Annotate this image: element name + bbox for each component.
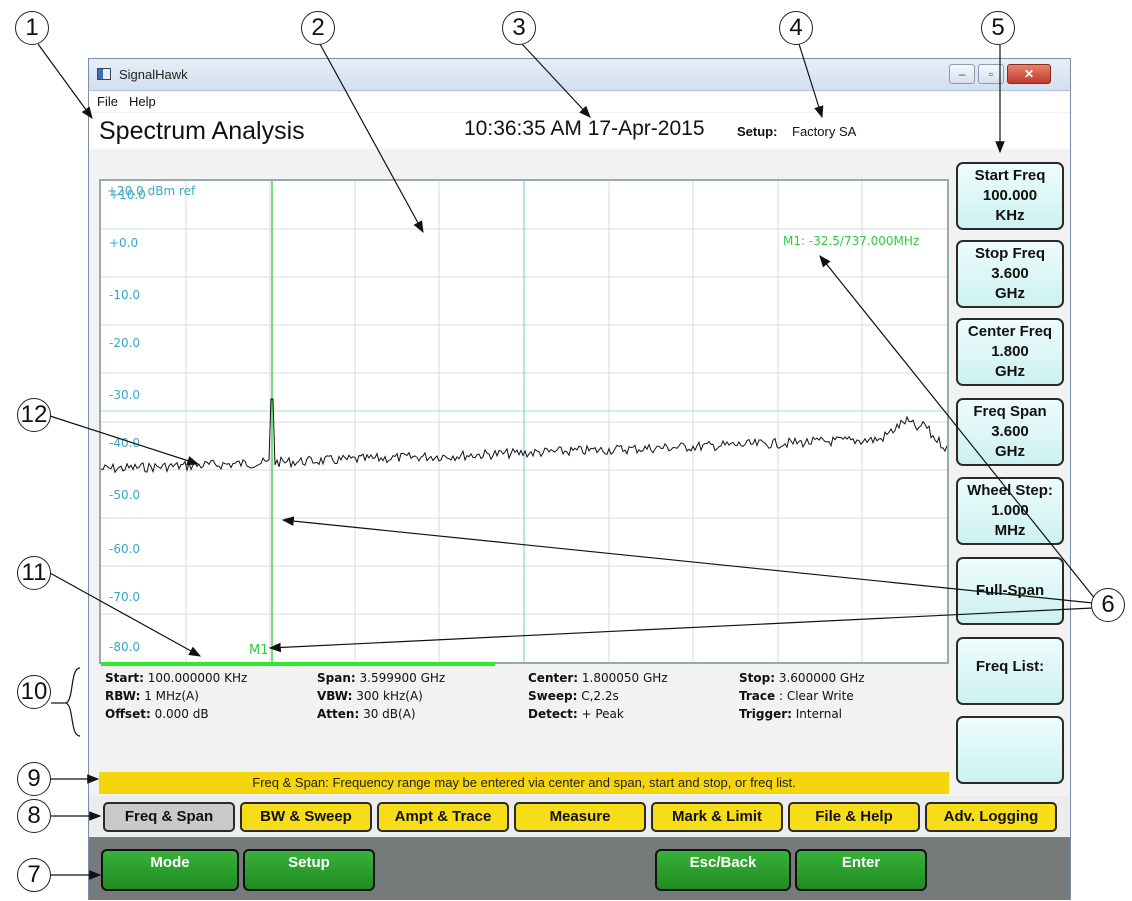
callout-9: 9 bbox=[17, 762, 51, 796]
callout-7: 7 bbox=[17, 858, 51, 892]
y-tick-label: -60.0 bbox=[109, 542, 140, 556]
y-tick-label: -80.0 bbox=[109, 640, 140, 654]
y-tick-label: +0.0 bbox=[109, 236, 138, 250]
clock: 10:36:35 AM 17-Apr-2015 bbox=[464, 117, 705, 140]
callout-12: 12 bbox=[17, 398, 51, 432]
full-span-softkey[interactable]: Full-Span bbox=[956, 557, 1064, 625]
y-axis-labels: +10.0 +0.0 -10.0 -20.0 -30.0 -40.0 -50.0 -60.0 -… bbox=[109, 188, 146, 654]
title-bar[interactable]: SignalHawk – ▫ ✕ bbox=[89, 59, 1070, 91]
setup-value: Factory SA bbox=[792, 124, 857, 139]
action-button-row: Mode Setup Esc/Back Enter bbox=[89, 837, 1070, 900]
app-window-icon bbox=[97, 68, 111, 80]
stop-freq-softkey[interactable]: Stop Freq 3.600 GHz bbox=[956, 240, 1064, 308]
menu-bar: File Help bbox=[89, 92, 1070, 112]
y-tick-label: -30.0 bbox=[109, 388, 140, 402]
maximize-icon[interactable]: ▫ bbox=[978, 64, 1004, 84]
freq-list-softkey[interactable]: Freq List: bbox=[956, 637, 1064, 705]
function-tab-row: Freq & Span BW & Sweep Ampt & Trace Meas… bbox=[89, 796, 1070, 836]
tab-adv-logging[interactable]: Adv. Logging bbox=[925, 802, 1057, 832]
mode-title: Spectrum Analysis bbox=[99, 117, 305, 145]
esc-back-button[interactable]: Esc/Back bbox=[655, 849, 791, 891]
tab-bw-sweep[interactable]: BW & Sweep bbox=[240, 802, 372, 832]
y-tick-label: -40.0 bbox=[109, 436, 140, 450]
callout-5: 5 bbox=[981, 11, 1015, 45]
atten-info: Atten: 30 dB(A) bbox=[317, 707, 416, 721]
menu-file[interactable]: File bbox=[97, 94, 118, 109]
freq-span-softkey[interactable]: Freq Span 3.600 GHz bbox=[956, 398, 1064, 466]
header-bar: Spectrum Analysis 10:36:35 AM 17-Apr-201… bbox=[89, 113, 1070, 149]
plot-canvas: +10.0 +0.0 -10.0 -20.0 -30.0 -40.0 -50.0 -60.0 -… bbox=[101, 181, 947, 662]
callout-2: 2 bbox=[301, 11, 335, 45]
marker-readout: M1: -32.5/737.000MHz bbox=[783, 234, 920, 248]
rbw-info: RBW: 1 MHz(A) bbox=[105, 689, 199, 703]
tab-freq-span[interactable]: Freq & Span bbox=[103, 802, 235, 832]
callout-3: 3 bbox=[502, 11, 536, 45]
y-tick-label: +10.0 bbox=[109, 188, 146, 202]
callout-8: 8 bbox=[17, 799, 51, 833]
blank-softkey[interactable] bbox=[956, 716, 1064, 784]
callout-10: 10 bbox=[17, 675, 51, 709]
setup-label: Setup: bbox=[737, 124, 778, 139]
tab-measure[interactable]: Measure bbox=[514, 802, 646, 832]
tab-file-help[interactable]: File & Help bbox=[788, 802, 920, 832]
wheel-step-softkey[interactable]: Wheel Step: 1.000 MHz bbox=[956, 477, 1064, 545]
y-tick-label: -70.0 bbox=[109, 590, 140, 604]
callout-6: 6 bbox=[1091, 588, 1125, 622]
callout-11: 11 bbox=[17, 556, 51, 590]
enter-button[interactable]: Enter bbox=[795, 849, 927, 891]
setup-button[interactable]: Setup bbox=[243, 849, 375, 891]
minimize-icon[interactable]: – bbox=[949, 64, 975, 84]
tab-mark-limit[interactable]: Mark & Limit bbox=[651, 802, 783, 832]
offset-info: Offset: 0.000 dB bbox=[105, 707, 209, 721]
y-tick-label: -50.0 bbox=[109, 488, 140, 502]
close-icon[interactable]: ✕ bbox=[1007, 64, 1051, 84]
center-info: Center: 1.800050 GHz bbox=[528, 671, 668, 685]
menu-help[interactable]: Help bbox=[129, 94, 156, 109]
sweep-progress-bar bbox=[101, 662, 495, 666]
y-tick-label: -20.0 bbox=[109, 336, 140, 350]
center-freq-softkey[interactable]: Center Freq 1.800 GHz bbox=[956, 318, 1064, 386]
sweep-info: Sweep: C,2.2s bbox=[528, 689, 619, 703]
callout-4: 4 bbox=[779, 11, 813, 45]
detect-info: Detect: + Peak bbox=[528, 707, 624, 721]
mode-button[interactable]: Mode bbox=[101, 849, 239, 891]
span-info: Span: 3.599900 GHz bbox=[317, 671, 446, 685]
ref-level-label: +20.0 dBm ref bbox=[107, 184, 196, 198]
callout-1: 1 bbox=[15, 11, 49, 45]
tab-ampt-trace[interactable]: Ampt & Trace bbox=[377, 802, 509, 832]
start-freq-softkey[interactable]: Start Freq 100.000 KHz bbox=[956, 162, 1064, 230]
vbw-info: VBW: 300 kHz(A) bbox=[317, 689, 423, 703]
window-title: SignalHawk bbox=[119, 67, 188, 82]
stop-info: Stop: 3.600000 GHz bbox=[739, 671, 865, 685]
start-freq-info: Start: 100.000000 KHz bbox=[105, 671, 248, 685]
spectrum-plot[interactable]: +10.0 +0.0 -10.0 -20.0 -30.0 -40.0 -50.0 -60.0 -… bbox=[99, 179, 949, 664]
y-tick-label: -10.0 bbox=[109, 288, 140, 302]
spectrum-trace bbox=[101, 398, 947, 474]
help-status-line: Freq & Span: Frequency range may be ente… bbox=[99, 772, 949, 794]
trigger-info: Trigger: Internal bbox=[739, 707, 843, 721]
marker-m1-label: M1 bbox=[249, 643, 269, 658]
trace-info: Trace : Clear Write bbox=[739, 689, 854, 703]
app-window: SignalHawk – ▫ ✕ File Help Spectrum Anal… bbox=[88, 58, 1071, 900]
